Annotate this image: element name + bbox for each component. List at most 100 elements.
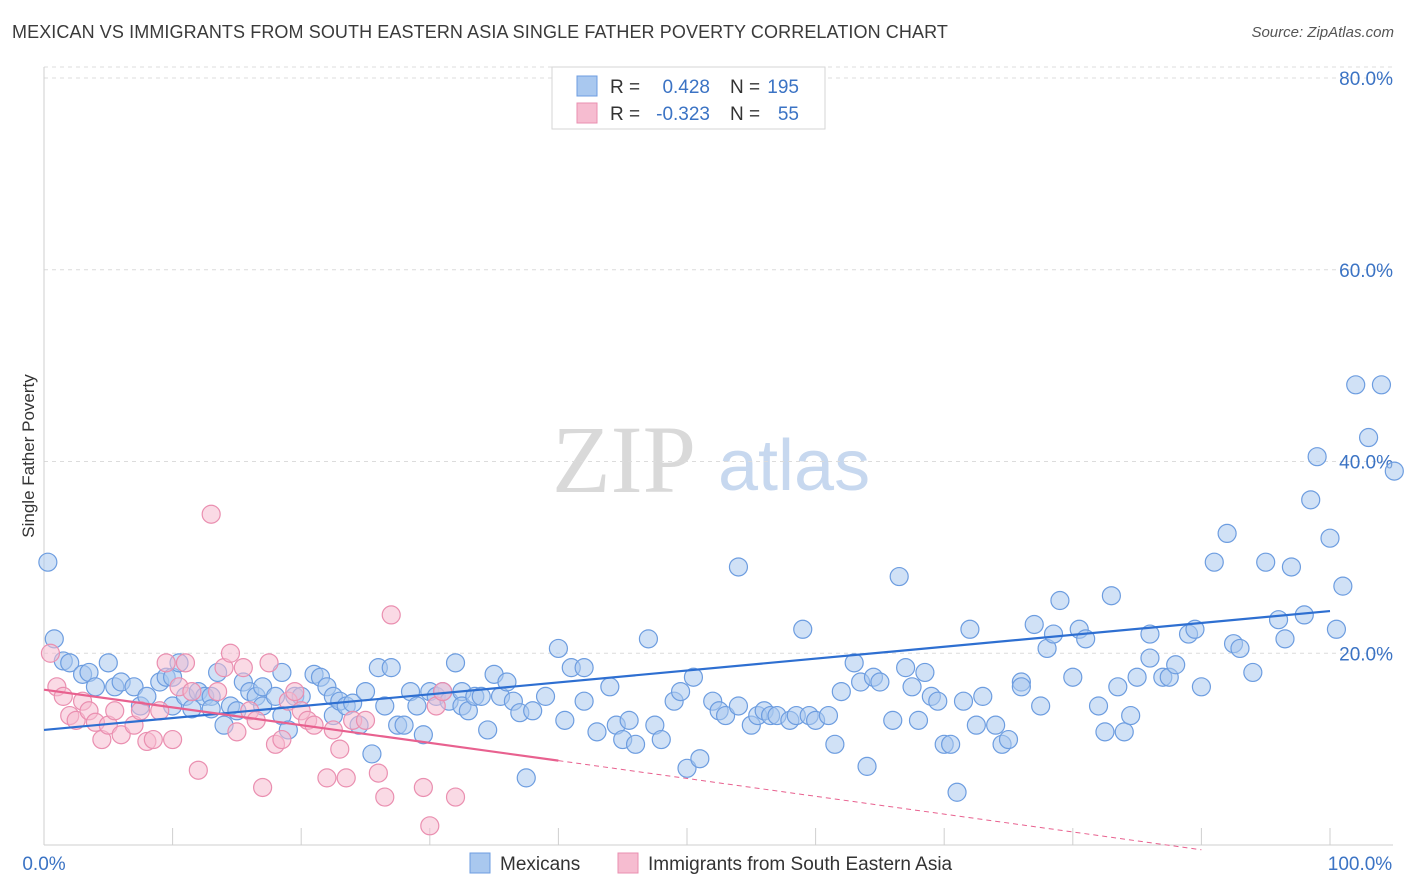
- mexican-point-56: [407, 696, 427, 716]
- chart-title: MEXICAN VS IMMIGRANTS FROM SOUTH EASTERN…: [12, 22, 948, 42]
- mexican-point-90: [651, 729, 671, 750]
- mexican-point-131: [960, 619, 980, 639]
- correlation-legend: R = 0.428 N = 195 R = -0.323 N = 55: [551, 66, 826, 130]
- mexican-point-149: [1101, 586, 1121, 606]
- mexican-point-67: [471, 686, 491, 706]
- sea-immigrant-point-31: [253, 777, 273, 798]
- mexican-point-99: [728, 696, 749, 716]
- sea-immigrant-point-18: [163, 729, 183, 750]
- mexican-point-158: [1166, 655, 1186, 675]
- mexican-point-147: [1088, 696, 1109, 716]
- sea-immigrant-point-28: [233, 658, 253, 678]
- sea-immigrant-point-21: [182, 681, 202, 702]
- sea-immigrant-point-53: [445, 787, 466, 807]
- mexican-point-152: [1121, 705, 1141, 726]
- mexican-point-10: [124, 677, 144, 697]
- mexican-point-177: [1346, 375, 1366, 395]
- mexican-point-180: [1384, 461, 1404, 481]
- mexican-point-122: [902, 677, 922, 697]
- sea-immigrants-trend-extension: [558, 760, 1202, 851]
- mexican-point-161: [1191, 677, 1212, 697]
- sea-immigrants-trend-line: [43, 688, 559, 762]
- watermark-zip: ZIP: [552, 406, 696, 513]
- sea-immigrant-point-45: [355, 710, 376, 730]
- mexican-point-54: [394, 715, 414, 735]
- mexican-point-151: [1114, 722, 1134, 742]
- mexican-point-126: [928, 691, 948, 711]
- sea-immigrant-point-4: [66, 710, 86, 730]
- mexican-point-172: [1301, 490, 1321, 510]
- mexican-point-111: [818, 705, 839, 726]
- mexican-point-139: [1024, 614, 1044, 635]
- mexican-point-123: [908, 710, 929, 730]
- sea-immigrant-point-10: [105, 701, 125, 721]
- legend-r-label-1: R =: [610, 104, 640, 125]
- mexican-point-95: [690, 749, 710, 769]
- mexican-point-142: [1043, 624, 1064, 644]
- sea-immigrant-point-23: [201, 504, 221, 524]
- mexican-point-57: [413, 725, 433, 745]
- mexican-point-78: [555, 710, 575, 730]
- data-points: [38, 375, 1404, 836]
- y-tick-label-80: 80.0%: [1339, 69, 1393, 90]
- mexican-point-98: [715, 705, 736, 726]
- sea-immigrant-point-0: [40, 643, 61, 663]
- mexican-point-83: [600, 677, 620, 697]
- legend-r-value-1: -0.323: [656, 104, 710, 125]
- mexican-point-140: [1031, 696, 1051, 716]
- mexican-point-76: [535, 686, 556, 706]
- mexican-point-32: [253, 677, 273, 697]
- mexican-point-80: [574, 658, 594, 678]
- mexican-point-134: [986, 715, 1006, 735]
- sea-immigrant-point-49: [413, 777, 433, 798]
- mexican-point-138: [1011, 677, 1031, 697]
- series-legend-label-sea-immigrants: Immigrants from South Eastern Asia: [648, 854, 953, 875]
- sea-immigrant-point-43: [336, 768, 356, 788]
- sea-immigrant-point-32: [259, 653, 279, 673]
- watermark-atlas: atlas: [718, 426, 870, 506]
- x-tick-label-0: 0.0%: [22, 854, 65, 875]
- sea-immigrant-point-24: [208, 681, 228, 702]
- gridlines: [44, 66, 1393, 654]
- mexican-point-93: [677, 758, 697, 778]
- mexican-point-87: [625, 734, 646, 754]
- mexican-point-81: [574, 691, 594, 711]
- series-legend-label-mexicans: Mexicans: [500, 854, 580, 875]
- series-legend: Mexicans Immigrants from South Eastern A…: [469, 852, 953, 875]
- mexican-point-6: [85, 677, 106, 697]
- mexican-point-153: [1127, 667, 1147, 687]
- mexican-point-148: [1095, 722, 1115, 742]
- y-tick-label-20: 20.0%: [1339, 644, 1393, 665]
- mexican-point-166: [1243, 662, 1263, 683]
- mexican-point-136: [998, 729, 1019, 750]
- mexican-point-130: [953, 691, 974, 711]
- mexican-point-75: [523, 701, 543, 721]
- mexican-point-7: [98, 653, 118, 673]
- legend-n-label-1: N =: [730, 104, 760, 125]
- mexican-point-154: [1140, 648, 1160, 668]
- legend-swatch-sea-immigrants: [576, 102, 598, 124]
- x-tick-label-100: 100.0%: [1328, 854, 1393, 875]
- mexican-point-176: [1333, 576, 1353, 596]
- sea-immigrant-point-2: [53, 686, 73, 706]
- sea-immigrant-point-46: [368, 763, 388, 783]
- sea-immigrant-point-40: [317, 768, 337, 788]
- mexican-point-0: [38, 552, 58, 572]
- mexican-point-94: [683, 667, 704, 687]
- sea-immigrant-point-47: [375, 787, 395, 807]
- sea-immigrant-point-48: [381, 605, 401, 625]
- mexican-point-112: [825, 734, 845, 754]
- mexican-point-3: [60, 653, 80, 673]
- mexican-point-121: [896, 658, 916, 678]
- mexican-point-178: [1358, 427, 1379, 448]
- mexican-point-143: [1050, 590, 1070, 611]
- sea-immigrant-point-13: [130, 701, 151, 721]
- sea-immigrant-point-36: [285, 681, 305, 702]
- mexican-point-150: [1108, 677, 1128, 697]
- sea-immigrant-point-17: [156, 653, 176, 673]
- mexican-point-129: [947, 782, 967, 802]
- series-legend-swatch-sea-immigrants: [617, 852, 639, 874]
- mexican-point-132: [966, 715, 986, 735]
- legend-swatch-mexicans: [576, 75, 598, 97]
